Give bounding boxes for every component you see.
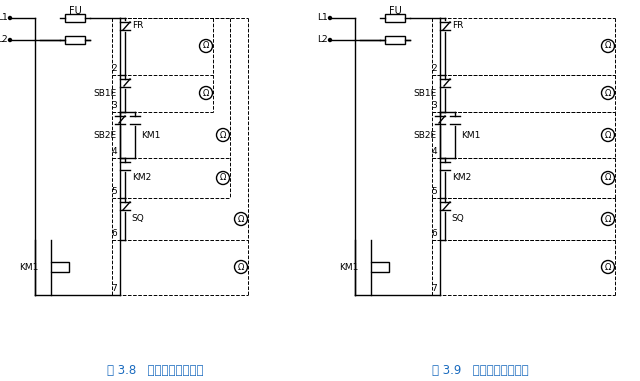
- Text: L2: L2: [0, 35, 8, 45]
- Text: 2: 2: [111, 64, 117, 73]
- Circle shape: [328, 16, 332, 19]
- Text: 图 3.8   电阻的分阶测量法: 图 3.8 电阻的分阶测量法: [107, 365, 204, 378]
- Bar: [371, 262, 389, 272]
- Text: FR: FR: [132, 21, 143, 29]
- Text: KM1: KM1: [19, 263, 38, 272]
- Circle shape: [602, 86, 614, 99]
- Text: FR: FR: [452, 21, 463, 29]
- Circle shape: [602, 171, 614, 184]
- Text: KM2: KM2: [452, 173, 471, 182]
- Text: 7: 7: [431, 284, 437, 293]
- Text: KM2: KM2: [132, 173, 151, 182]
- Text: 6: 6: [111, 229, 117, 238]
- Circle shape: [602, 213, 614, 226]
- Text: 6: 6: [431, 229, 437, 238]
- Bar: [65, 36, 85, 44]
- Text: Ω: Ω: [238, 263, 244, 272]
- Text: Ω: Ω: [605, 42, 611, 51]
- Circle shape: [602, 128, 614, 141]
- Bar: [385, 36, 405, 44]
- Text: 7: 7: [111, 284, 117, 293]
- Text: KM1: KM1: [339, 263, 358, 272]
- Circle shape: [234, 213, 248, 226]
- Text: Ω: Ω: [203, 88, 209, 98]
- Circle shape: [200, 40, 212, 53]
- Bar: [385, 14, 405, 22]
- Text: 3: 3: [111, 101, 117, 110]
- Circle shape: [602, 40, 614, 53]
- Circle shape: [8, 38, 12, 42]
- Text: 2: 2: [431, 64, 437, 73]
- Text: SB2E: SB2E: [94, 131, 117, 139]
- Circle shape: [216, 171, 230, 184]
- Text: FU: FU: [68, 6, 81, 16]
- Text: FU: FU: [388, 6, 401, 16]
- Text: KM1: KM1: [141, 131, 161, 139]
- Text: Ω: Ω: [605, 263, 611, 272]
- Text: SB2E: SB2E: [414, 131, 437, 139]
- Text: L2: L2: [317, 35, 328, 45]
- Text: 5: 5: [111, 187, 117, 196]
- Text: Ω: Ω: [605, 131, 611, 139]
- Text: 4: 4: [111, 147, 117, 156]
- Text: Ω: Ω: [203, 42, 209, 51]
- Bar: [65, 14, 85, 22]
- Text: 图 3.9   电阻的分段测量法: 图 3.9 电阻的分段测量法: [432, 365, 528, 378]
- Circle shape: [328, 38, 332, 42]
- Circle shape: [200, 86, 212, 99]
- Text: SB1E: SB1E: [413, 88, 437, 98]
- Text: Ω: Ω: [605, 88, 611, 98]
- Circle shape: [602, 261, 614, 274]
- Circle shape: [8, 16, 12, 19]
- Text: Ω: Ω: [605, 215, 611, 224]
- Circle shape: [216, 128, 230, 141]
- Text: Ω: Ω: [605, 173, 611, 182]
- Text: Ω: Ω: [220, 173, 226, 182]
- Text: 3: 3: [431, 101, 437, 110]
- Text: L1: L1: [317, 13, 328, 22]
- Circle shape: [234, 261, 248, 274]
- Text: 4: 4: [431, 147, 437, 156]
- Text: Ω: Ω: [238, 215, 244, 224]
- Text: SQ: SQ: [451, 215, 464, 224]
- Text: KM1: KM1: [461, 131, 481, 139]
- Text: Ω: Ω: [220, 131, 226, 139]
- Text: 5: 5: [431, 187, 437, 196]
- Text: SB1E: SB1E: [93, 88, 117, 98]
- Text: SQ: SQ: [131, 215, 144, 224]
- Text: L1: L1: [0, 13, 8, 22]
- Bar: [51, 262, 69, 272]
